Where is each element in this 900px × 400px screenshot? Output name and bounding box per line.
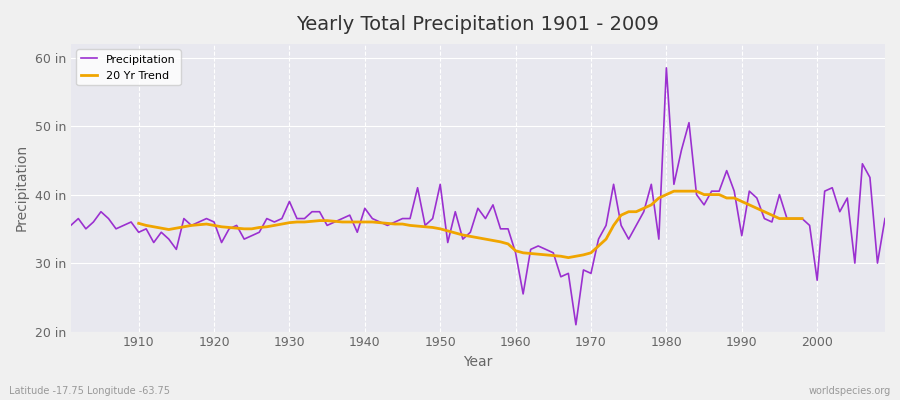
Precipitation <box>126 220 137 224</box>
Precipitation <box>571 322 581 327</box>
Y-axis label: Precipitation: Precipitation <box>15 144 29 231</box>
Text: worldspecies.org: worldspecies.org <box>809 386 891 396</box>
Line: Precipitation: Precipitation <box>71 68 885 325</box>
Precipitation <box>879 216 890 221</box>
20 Yr Trend <box>736 199 747 204</box>
20 Yr Trend <box>669 189 680 194</box>
20 Yr Trend <box>216 224 227 229</box>
Precipitation <box>503 226 514 231</box>
20 Yr Trend <box>390 222 400 226</box>
Line: 20 Yr Trend: 20 Yr Trend <box>139 191 802 258</box>
20 Yr Trend <box>796 216 807 221</box>
Precipitation <box>608 182 619 187</box>
Precipitation <box>292 216 302 221</box>
Legend: Precipitation, 20 Yr Trend: Precipitation, 20 Yr Trend <box>76 50 181 86</box>
Precipitation <box>510 250 521 255</box>
Text: Latitude -17.75 Longitude -63.75: Latitude -17.75 Longitude -63.75 <box>9 386 170 396</box>
Precipitation <box>661 66 671 70</box>
Precipitation <box>337 216 347 221</box>
20 Yr Trend <box>201 222 212 226</box>
20 Yr Trend <box>563 255 574 260</box>
X-axis label: Year: Year <box>464 355 492 369</box>
Precipitation <box>66 223 77 228</box>
Title: Yearly Total Precipitation 1901 - 2009: Yearly Total Precipitation 1901 - 2009 <box>296 15 660 34</box>
20 Yr Trend <box>133 221 144 226</box>
20 Yr Trend <box>472 235 483 240</box>
20 Yr Trend <box>269 223 280 228</box>
